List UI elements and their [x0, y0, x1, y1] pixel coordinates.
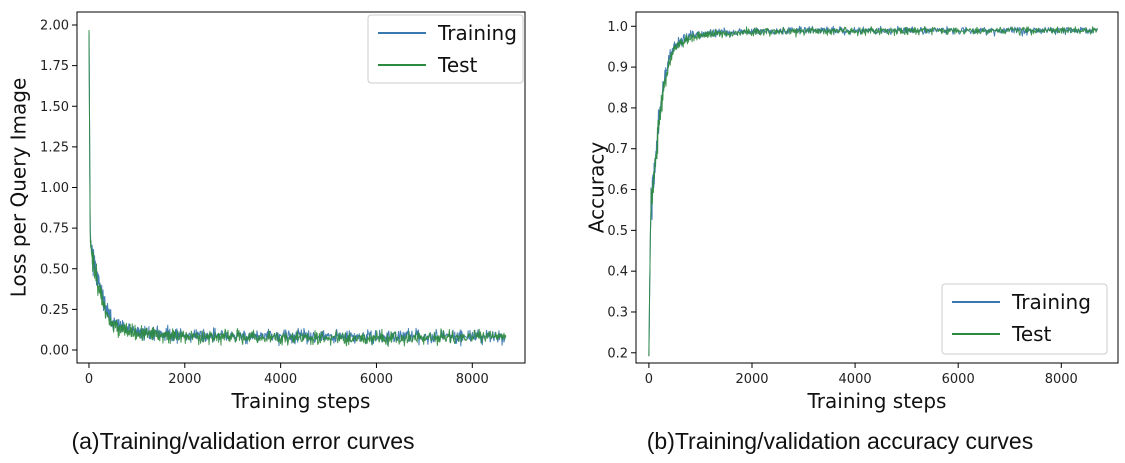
- accuracy-plot-frame: [635, 11, 1119, 364]
- loss-y-tick-label: 0.00: [40, 344, 69, 359]
- accuracy-y-tick-label: 0.2: [607, 346, 628, 361]
- accuracy-y-tick-label: 0.6: [607, 183, 628, 198]
- accuracy-series-layer: [648, 25, 1098, 357]
- accuracy-y-tick-label: 0.5: [607, 224, 628, 239]
- accuracy-y-tick-label: 0.8: [607, 101, 628, 116]
- accuracy-series-test-line: [648, 26, 1098, 357]
- accuracy-legend: Training Test: [941, 283, 1108, 355]
- loss-series-test-line: [88, 30, 507, 347]
- accuracy-y-tick-label: 0.3: [607, 305, 628, 320]
- accuracy-y-axis-label: Accuracy: [585, 142, 609, 233]
- accuracy-legend-test-label: Test: [1011, 322, 1052, 346]
- accuracy-x-tick-label: 6000: [942, 372, 975, 387]
- accuracy-y-tick-label: 0.9: [607, 61, 628, 76]
- accuracy-y-tick-label: 0.4: [607, 265, 628, 280]
- loss-y-tick-label: 2.00: [40, 19, 69, 34]
- accuracy-y-tick-label: 1.0: [607, 20, 628, 35]
- accuracy-y-ticks: 0.2 0.3 0.4 0.5 0.6 0.7 0.8 0.9 1.0: [607, 20, 636, 361]
- loss-x-tick-label: 6000: [360, 372, 393, 387]
- accuracy-x-ticks: 0 2000 4000 6000 8000: [645, 363, 1078, 387]
- accuracy-x-tick-label: 2000: [735, 372, 768, 387]
- loss-x-tick-label: 4000: [264, 372, 297, 387]
- accuracy-legend-training-label: Training: [1011, 290, 1091, 314]
- loss-y-tick-label: 0.50: [40, 262, 69, 277]
- accuracy-chart: 0 2000 4000 6000 8000 0.20.30.40.50.60.70.80…: [585, 11, 1119, 454]
- loss-y-tick-label: 0.75: [40, 222, 69, 237]
- loss-series-layer: [88, 30, 507, 347]
- loss-y-ticks: 0.00 0.25 0.50 0.75 1.00 1.25 1.50 1.75 2.00: [40, 19, 77, 359]
- loss-y-tick-label: 0.25: [40, 303, 69, 318]
- accuracy-x-tick-label: 4000: [839, 372, 872, 387]
- loss-x-tick-label: 0: [85, 372, 93, 387]
- loss-y-tick-label: 1.75: [40, 59, 69, 74]
- loss-y-tick-label: 1.00: [40, 181, 69, 196]
- loss-y-axis-label: Loss per Query Image: [7, 78, 31, 298]
- loss-chart-caption: (a)Training/validation error curves: [71, 428, 414, 454]
- loss-x-tick-label: 2000: [168, 372, 201, 387]
- loss-legend-training-label: Training: [437, 21, 517, 45]
- accuracy-y-tick-label: 0.7: [607, 142, 628, 157]
- loss-y-tick-label: 1.50: [40, 100, 69, 115]
- loss-legend: Training Test: [367, 14, 524, 84]
- loss-x-axis-label: Training steps: [231, 389, 371, 413]
- loss-chart: 0 2000 4000 6000 8000 0.00 0.25 0.50 0.75 1.00 1.…: [7, 11, 526, 454]
- loss-y-tick-label: 1.25: [40, 140, 69, 155]
- accuracy-x-tick-label: 0: [645, 372, 653, 387]
- loss-x-ticks: 0 2000 4000 6000 8000: [85, 363, 489, 387]
- accuracy-x-tick-label: 8000: [1045, 372, 1078, 387]
- loss-legend-test-label: Test: [437, 53, 478, 77]
- accuracy-x-axis-label: Training steps: [807, 389, 947, 413]
- loss-x-tick-label: 8000: [456, 372, 489, 387]
- accuracy-chart-caption: (b)Training/validation accuracy curves: [647, 428, 1033, 454]
